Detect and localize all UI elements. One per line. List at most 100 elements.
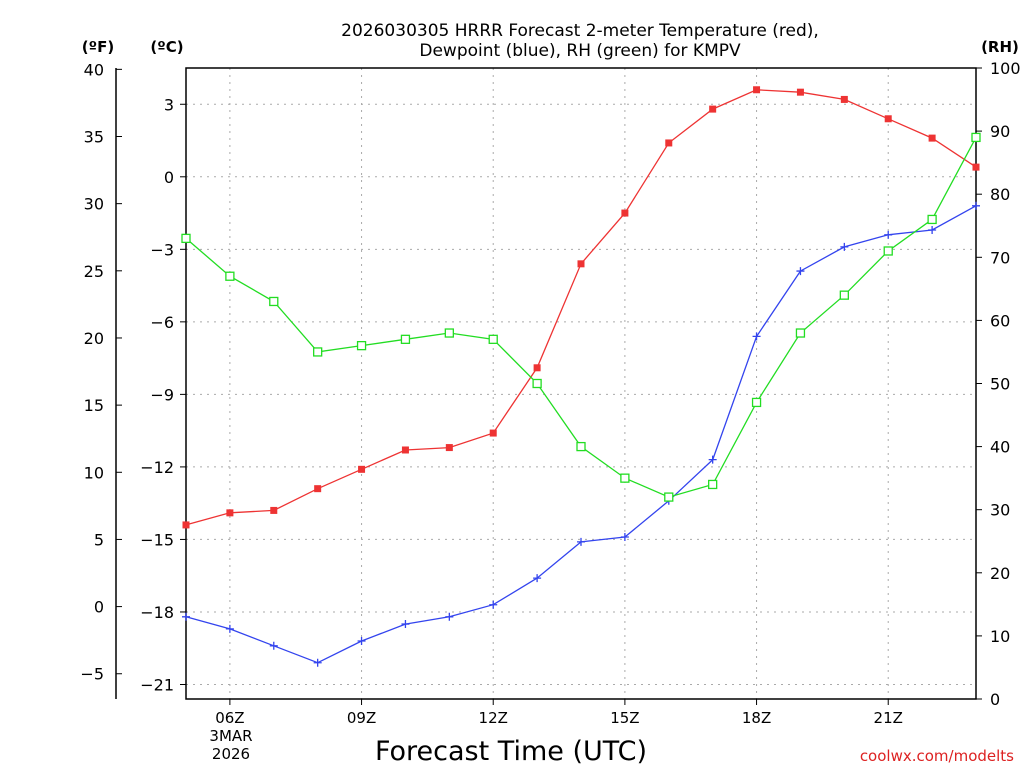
celsius-tick-label: −21: [140, 675, 174, 694]
rh-tick-label: 60: [990, 311, 1010, 330]
rh-tick-label: 70: [990, 248, 1010, 267]
fahrenheit-tick-label: 10: [84, 463, 104, 482]
data-point: [620, 473, 630, 483]
data-point: [533, 574, 542, 583]
rh-tick-label: 90: [990, 122, 1010, 141]
rh-unit-label: (RH): [981, 38, 1019, 56]
data-point: [576, 441, 586, 452]
data-point: [225, 271, 235, 281]
data-point: [225, 624, 234, 633]
rh-tick-label: 10: [990, 627, 1010, 646]
data-point: [226, 509, 234, 517]
data-point: [971, 132, 981, 143]
data-point: [621, 209, 629, 217]
fahrenheit-tick-label: 35: [84, 127, 104, 146]
celsius-tick-label: −6: [150, 313, 174, 332]
fahrenheit-tick-label: 30: [84, 195, 104, 214]
data-point: [356, 340, 367, 351]
data-point: [927, 214, 937, 225]
data-point: [182, 612, 190, 621]
data-point: [665, 139, 673, 147]
plot-frame: [185, 67, 977, 700]
data-point: [708, 455, 717, 464]
data-point: [709, 105, 717, 113]
data-point: [182, 521, 190, 529]
data-point: [972, 201, 980, 210]
x-tick-label: 06Z: [215, 709, 244, 727]
data-point: [752, 332, 761, 341]
date-day-label: 3MAR: [209, 727, 252, 745]
data-point: [928, 225, 937, 234]
data-point: [357, 636, 366, 645]
rh-tick-label: 80: [990, 185, 1010, 204]
fahrenheit-tick-label: 5: [94, 530, 104, 549]
data-point: [708, 479, 718, 490]
rh-tick-label: 40: [990, 438, 1010, 457]
data-point: [181, 233, 191, 244]
date-year-label: 2026: [212, 745, 250, 763]
celsius-axis: 3 0 −3 −6 −9 −12 −15 −18 −21: [140, 95, 186, 694]
celsius-tick-label: −15: [140, 530, 174, 549]
rh-tick-label: 20: [990, 564, 1010, 583]
fahrenheit-tick-label: 40: [84, 60, 104, 79]
x-axis-title: Forecast Time (UTC): [375, 736, 647, 767]
x-tick-label: 18Z: [742, 709, 771, 727]
series-line: [185, 205, 977, 664]
data-point: [489, 600, 498, 609]
x-tick-label: 09Z: [347, 709, 376, 727]
data-point: [445, 612, 454, 621]
x-tick-label: 15Z: [610, 709, 639, 727]
data-point: [839, 290, 849, 300]
data-point: [577, 260, 585, 268]
celsius-tick-label: 3: [164, 95, 174, 114]
fahrenheit-tick-label: 25: [84, 262, 104, 281]
data-point: [400, 334, 411, 344]
rh-tick-label: 30: [990, 501, 1010, 520]
data-point: [796, 88, 804, 96]
fahrenheit-axis: 40 35 30 25 20 15 10 5 0 −5: [80, 60, 122, 684]
data-point: [313, 658, 322, 667]
data-point: [884, 115, 892, 123]
celsius-tick-label: −3: [150, 240, 174, 259]
data-point: [840, 242, 849, 251]
data-point: [401, 446, 409, 454]
data-point: [313, 347, 323, 357]
data-point: [269, 296, 279, 307]
data-point: [314, 485, 322, 493]
fahrenheit-tick-label: −5: [80, 665, 104, 684]
data-point: [445, 444, 453, 452]
data-point: [664, 492, 674, 502]
data-point: [488, 334, 498, 344]
data-point: [401, 620, 410, 629]
x-tick-label: 21Z: [874, 709, 903, 727]
series-1: [182, 201, 980, 667]
series-0: [182, 86, 980, 529]
x-axis: 06Z 09Z 12Z 15Z 18Z 21Z: [215, 699, 903, 727]
x-tick-label: 12Z: [479, 709, 508, 727]
chart-grid: [186, 68, 976, 699]
series-layer: [181, 86, 981, 667]
celsius-tick-label: −12: [140, 458, 174, 477]
rh-tick-label: 0: [990, 690, 1000, 709]
rh-tick-label: 100: [990, 59, 1021, 78]
series-line: [185, 89, 977, 526]
series-2: [181, 132, 981, 502]
chart-title: 2026030305 HRRR Forecast 2-meter Tempera…: [341, 21, 819, 41]
data-point: [884, 230, 893, 239]
watermark-text: coolwx.com/modelts: [860, 747, 1014, 765]
data-point: [577, 537, 585, 546]
data-point: [444, 328, 454, 338]
data-point: [753, 86, 761, 94]
celsius-tick-label: −9: [150, 385, 174, 404]
data-point: [489, 429, 497, 437]
data-point: [840, 95, 848, 103]
data-point: [795, 328, 806, 338]
data-point: [751, 397, 762, 408]
data-point: [532, 378, 542, 389]
data-point: [358, 465, 366, 473]
data-point: [270, 506, 278, 514]
fahrenheit-unit-label: (ºF): [82, 38, 114, 56]
rh-tick-label: 50: [990, 375, 1010, 394]
celsius-tick-label: 0: [164, 168, 174, 187]
